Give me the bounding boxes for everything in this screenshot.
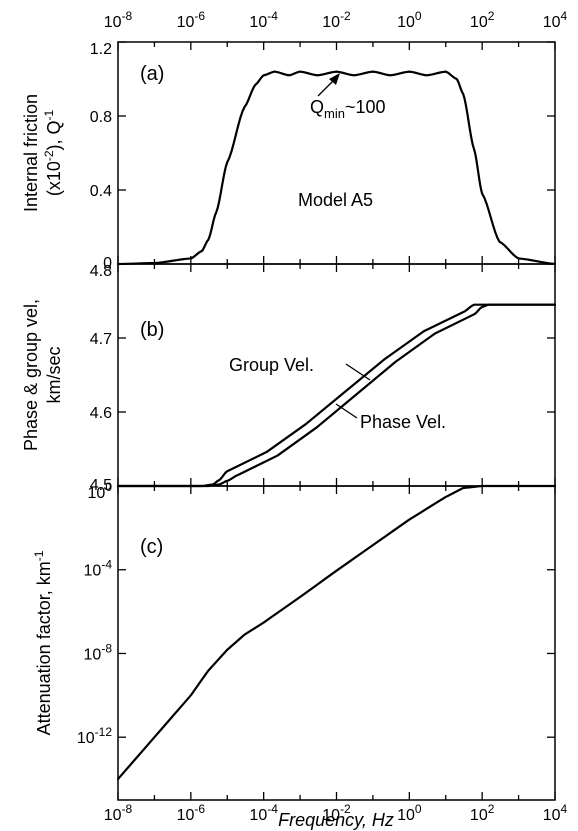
x-top-tick-label: 10-8 (104, 9, 133, 31)
panel-b: 4.5 4.6 4.7 4.8 (b) Group Vel. Phase Vel. P… (21, 263, 557, 494)
panel-c-ylabel: Attenuation factor, km-1 (32, 550, 54, 735)
panel-a-letter: (a) (140, 63, 164, 85)
x-top-tick-label: 10-2 (322, 9, 351, 31)
y-tick-label: 10-4 (84, 558, 113, 580)
x-bottom-tick-label: 10-6 (177, 802, 206, 824)
qmin-subscript: min (324, 106, 345, 121)
x-top-tick-label: 102 (470, 9, 495, 31)
panel-b-y-ticks: 4.5 4.6 4.7 4.8 (90, 263, 555, 494)
y-tick-label: 1.2 (90, 41, 112, 58)
panel-c-x-ticks: 10-8 10-6 10-4 10-2 100 102 104 (104, 486, 568, 824)
panel-a-q-inverse-curve (116, 70, 557, 266)
attenuation-curve (116, 484, 557, 781)
panel-a-y-ticks: 0 0.4 0.8 1.2 (90, 41, 555, 272)
panel-c: 10-8 10-6 10-4 10-2 100 102 104 10010-410-810-… (32, 480, 568, 830)
y-tick-label: 0.8 (90, 109, 112, 126)
phase-vel-label: Phase Vel. (360, 412, 446, 432)
group-vel-label: Group Vel. (229, 355, 314, 375)
panel-a-ylabel-line2: (x10-2), Q-1 (42, 109, 64, 196)
x-bottom-tick-label: 10-2 (322, 802, 351, 824)
panel-a-x-ticks: 10-8 10-6 10-4 10-2 100 102 104 (104, 9, 568, 264)
qmin-annotation: Qmin~100 (310, 97, 386, 121)
y-tick-label: 4.8 (90, 263, 112, 280)
x-axis-title: Frequency, Hz (278, 810, 394, 830)
x-bottom-tick-label: 100 (397, 802, 422, 824)
qmin-tail: ~100 (345, 97, 386, 117)
panel-c-letter: (c) (140, 536, 163, 558)
y-tick-label: 10-8 (84, 641, 113, 663)
y-tick-label: 100 (88, 480, 113, 502)
y-tick-label: 0.4 (90, 183, 112, 200)
panel-c-frame (117, 485, 556, 801)
model-label: Model A5 (298, 190, 373, 210)
phase-velocity-curve (116, 303, 557, 488)
x-bottom-tick-label: 104 (543, 802, 568, 824)
panel-b-letter: (b) (140, 319, 164, 341)
panel-b-ylabel-line2: km/sec (44, 346, 64, 403)
y-tick-label: 4.6 (90, 405, 112, 422)
y-tick-label: 10-12 (77, 725, 112, 747)
x-top-tick-label: 104 (543, 9, 568, 31)
x-bottom-tick-label: 10-8 (104, 802, 133, 824)
phase-vel-leader (335, 403, 358, 419)
group-vel-leader (345, 363, 371, 381)
x-top-tick-label: 10-6 (177, 9, 206, 31)
panel-a: 10-8 10-6 10-4 10-2 100 102 104 0 0.4 0.8 1.2 (a)… (21, 9, 568, 272)
group-velocity-curve (116, 303, 557, 488)
y-tick-label: 4.5 (90, 477, 112, 494)
qmin-arrowhead (329, 73, 340, 85)
y-tick-label: 4.7 (90, 331, 112, 348)
panel-b-frame (117, 263, 556, 487)
x-bottom-tick-label: 10-4 (249, 802, 278, 824)
x-bottom-tick-label: 102 (470, 802, 495, 824)
y-tick-label: 0 (103, 255, 112, 272)
panel-c-y-ticks: 100 10-4 10-8 10-12 (77, 480, 555, 747)
panel-a-ylabel-line1: Internal friction (21, 94, 41, 212)
x-top-tick-label: 10-4 (249, 9, 278, 31)
x-top-tick-label: 100 (397, 9, 422, 31)
panel-b-ylabel-line1: Phase & group vel, (21, 299, 41, 451)
qmin-main: Q (310, 97, 324, 117)
panel-b-x-ticks (117, 264, 556, 486)
